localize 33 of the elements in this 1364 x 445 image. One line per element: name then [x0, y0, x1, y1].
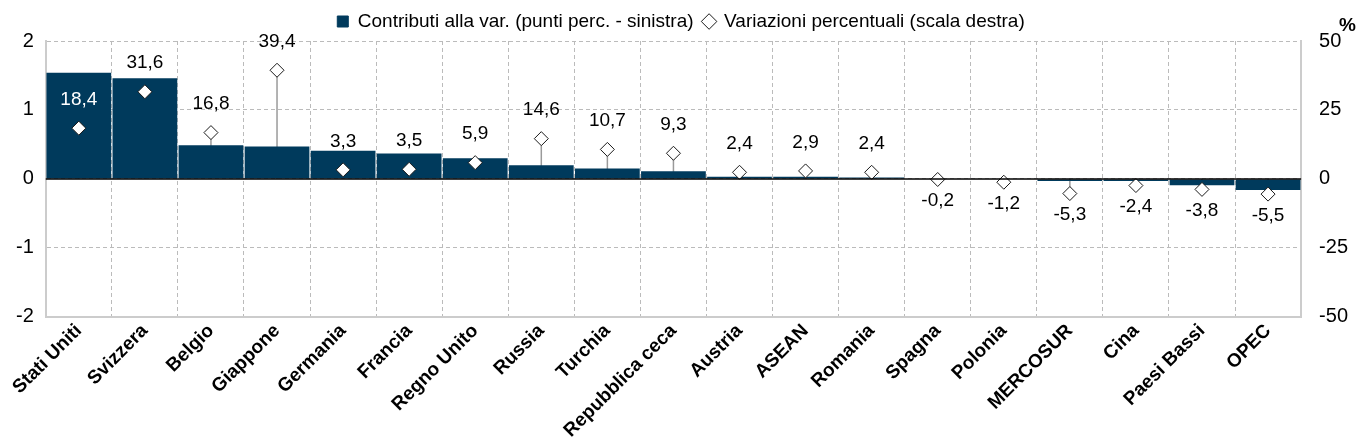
data-label: 14,6 — [522, 98, 560, 120]
y-tick-label: 0 — [22, 166, 34, 189]
data-label: 16,8 — [192, 92, 230, 114]
data-label: 10,7 — [588, 109, 626, 131]
data-label: 31,6 — [126, 51, 164, 73]
legend-label: Variazioni percentuali (scala destra) — [724, 9, 1025, 31]
y-tick-label: 2 — [22, 28, 34, 51]
y2-tick-label: 0 — [1319, 166, 1331, 189]
y2-tick-label: -25 — [1319, 235, 1348, 258]
data-label: 9,3 — [660, 113, 687, 134]
data-label: -5,5 — [1251, 203, 1285, 225]
data-label: -1,2 — [987, 191, 1021, 213]
y2-tick-label: 25 — [1319, 97, 1342, 120]
data-label: -5,3 — [1053, 203, 1087, 225]
y2-tick-label: 50 — [1319, 28, 1342, 51]
data-label: -2,4 — [1119, 195, 1153, 217]
y2-tick-label: -50 — [1319, 304, 1348, 327]
data-label: 2,9 — [792, 130, 819, 152]
data-label: 2,4 — [858, 132, 886, 154]
data-label: 3,3 — [329, 129, 357, 151]
x-tick-label: Cina — [1098, 319, 1143, 364]
y-tick-label: -2 — [15, 304, 34, 327]
y-tick-label: -1 — [15, 235, 34, 258]
y-tick-label: 1 — [22, 97, 34, 120]
data-label: 5,9 — [462, 122, 489, 144]
data-label: -0,2 — [921, 189, 955, 211]
data-label: -3,8 — [1185, 199, 1219, 221]
data-label: 18,4 — [60, 87, 98, 109]
data-label: 3,5 — [395, 129, 423, 150]
data-label: 2,4 — [726, 132, 754, 154]
legend-label: Contributi alla var. (punti perc. - sinistra) — [357, 9, 694, 31]
data-label: 39,4 — [258, 29, 296, 51]
y2-axis-title: % — [1339, 13, 1357, 35]
